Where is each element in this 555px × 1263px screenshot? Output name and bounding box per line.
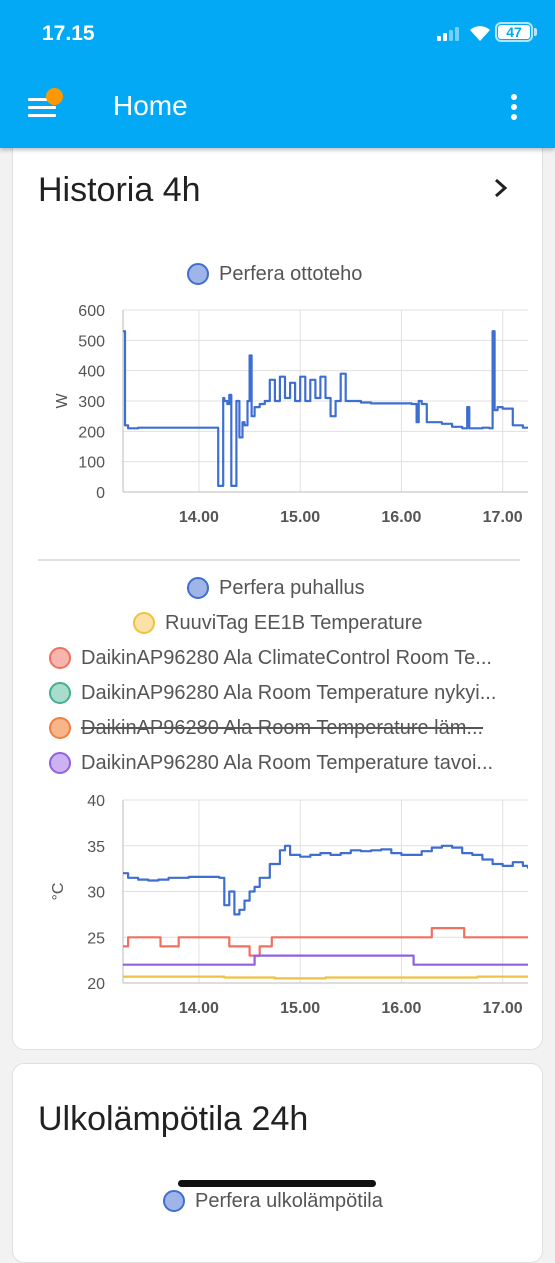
series-line-0 [123,844,528,916]
legend-dot [49,752,71,774]
page-title: Home [113,90,188,121]
legend-item-ulkolampotila[interactable]: Perfera ulkolämpötila [163,1186,383,1216]
legend-dot [49,717,71,739]
series-line-0 [123,330,528,487]
battery-tip [534,28,537,36]
app-bar: 17.15 47 Home [0,0,555,148]
y-tick-label: 300 [78,394,105,411]
series-line-2 [123,927,528,957]
more-options-icon[interactable] [500,90,528,124]
home-indicator[interactable] [178,1180,376,1187]
legend-label: DaikinAP96280 Ala Room Temperature tavoi… [81,751,494,774]
wifi-icon [470,26,490,41]
status-bar: 17.15 47 [0,0,555,66]
y-tick-label: 100 [78,455,105,472]
legend-dot [187,263,209,285]
y-tick-label: 500 [78,333,105,350]
legend-label: DaikinAP96280 Ala ClimateControl Room Te… [81,646,492,669]
x-tick-label: 17.00 [483,509,523,526]
legend-label: Perfera ulkolämpötila [195,1189,383,1212]
legend-dot [187,577,209,599]
legend-item-lammitys[interactable]: DaikinAP96280 Ala Room Temperature läm..… [49,713,483,743]
x-tick-label: 17.00 [483,1000,523,1017]
y-axis-label: W [54,393,71,409]
legend-label: DaikinAP96280 Ala Room Temperature läm..… [81,716,484,739]
legend-item-puhallus[interactable]: Perfera puhallus [187,573,365,603]
legend-item-ruuvitag[interactable]: RuuviTag EE1B Temperature [133,608,423,638]
temperature-chart: 20 25 30 35 40 14.00 15.00 16.00 17.00 °C [50,793,528,1017]
card-title: Historia 4h [38,171,201,209]
y-tick-label: 0 [96,485,105,502]
legend-label: Perfera ottoteho [219,262,363,285]
battery-icon: 47 [495,22,533,42]
status-time: 17.15 [42,22,95,45]
legend-item-climatecontrol[interactable]: DaikinAP96280 Ala ClimateControl Room Te… [49,643,492,673]
x-tick-label: 14.00 [179,509,219,526]
chart-divider [38,559,520,561]
y-tick-label: 20 [87,976,105,993]
y-tick-label: 400 [78,364,105,381]
menu-button[interactable] [22,86,68,126]
x-tick-label: 16.00 [381,1000,421,1017]
y-axis-label: °C [50,883,67,901]
power-chart: 0 100 200 300 400 500 600 14.00 15.00 16.00 17.00 W [54,303,528,526]
legend-item-tavoite[interactable]: DaikinAP96280 Ala Room Temperature tavoi… [49,748,493,778]
x-tick-label: 15.00 [280,1000,320,1017]
series-line-1 [123,975,528,980]
legend-dot [163,1190,185,1212]
x-tick-label: 15.00 [280,509,320,526]
chevron-right-icon[interactable] [491,176,511,200]
y-tick-label: 40 [87,793,105,810]
legend-dot [49,647,71,669]
y-tick-label: 600 [78,303,105,320]
y-tick-label: 30 [87,885,105,902]
card-title: Ulkolämpötila 24h [38,1100,309,1138]
series-line-3 [123,954,528,966]
legend-label: Perfera puhallus [219,576,365,599]
history-card: Historia 4h Perfera ottoteho 0 100 200 300 4… [12,130,543,1050]
outdoor-card: Ulkolämpötila 24h Perfera ulkolämpötila [12,1063,543,1263]
legend-item-nykyinen[interactable]: DaikinAP96280 Ala Room Temperature nykyi… [49,678,496,708]
x-tick-label: 16.00 [381,509,421,526]
x-tick-label: 14.00 [179,1000,219,1017]
legend-item-ottoteho[interactable]: Perfera ottoteho [187,259,362,289]
y-tick-label: 35 [87,839,105,856]
legend-label: DaikinAP96280 Ala Room Temperature nykyi… [81,681,497,704]
signal-icon [437,27,461,41]
y-tick-label: 25 [87,930,105,947]
legend-dot [133,612,155,634]
legend-dot [49,682,71,704]
battery-level: 47 [498,25,530,39]
notification-badge [46,88,63,105]
legend-label: RuuviTag EE1B Temperature [165,611,423,634]
y-tick-label: 200 [78,424,105,441]
